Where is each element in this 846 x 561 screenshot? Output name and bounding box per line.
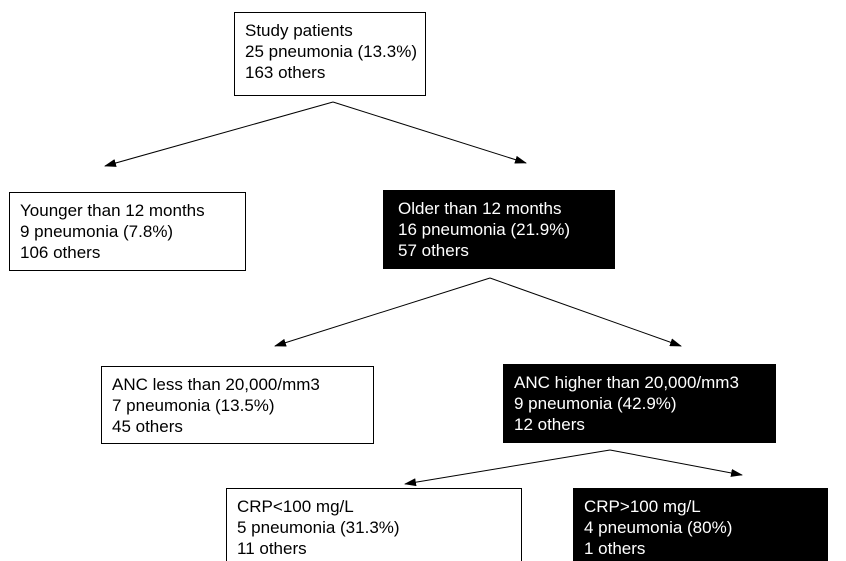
arrow [104,101,334,167]
node-line: 9 pneumonia (42.9%) [514,394,677,413]
node-line: 12 others [514,415,585,434]
node-line: ANC less than 20,000/mm3 [112,375,320,394]
node: Study patients 25 pneumonia (13.3%) 163 … [234,12,426,96]
node-line: 25 pneumonia (13.3%) [245,42,418,61]
node-line: 7 pneumonia (13.5%) [112,396,275,415]
node: CRP<100 mg/L 5 pneumonia (31.3%) 11 othe… [226,488,522,561]
node-line: 57 others [398,241,469,260]
node: ANC less than 20,000/mm3 7 pneumonia (13… [101,366,374,444]
node-line: Older than 12 months [398,199,562,218]
arrow [609,449,743,477]
arrow [274,277,491,347]
node-line: 4 pneumonia (80%) [584,518,733,537]
node-line: CRP<100 mg/L [237,497,354,516]
node-line: 1 others [584,539,646,558]
node: Older than 12 months 16 pneumonia (21.9%… [383,190,615,269]
node-line: 16 pneumonia (21.9%) [398,220,571,239]
node-line: Younger than 12 months [20,201,205,220]
node-line: 11 others [237,539,307,558]
node-line: 9 pneumonia (7.8%) [20,222,174,241]
node-line: 106 others [20,243,101,262]
node: ANC higher than 20,000/mm3 9 pneumonia (… [503,364,776,443]
node-line: Study patients [245,21,353,40]
node-line: CRP>100 mg/L [584,497,701,516]
node-line: 5 pneumonia (31.3%) [237,518,400,537]
arrow [332,101,527,164]
node-line: 163 others [245,63,326,82]
node-line: ANC higher than 20,000/mm3 [514,373,739,392]
node: CRP>100 mg/L 4 pneumonia (80%) 1 others [573,488,828,561]
arrow [404,449,611,487]
node: Younger than 12 months 9 pneumonia (7.8%… [9,192,246,271]
node-line: 45 others [112,417,183,436]
arrow [489,277,682,347]
